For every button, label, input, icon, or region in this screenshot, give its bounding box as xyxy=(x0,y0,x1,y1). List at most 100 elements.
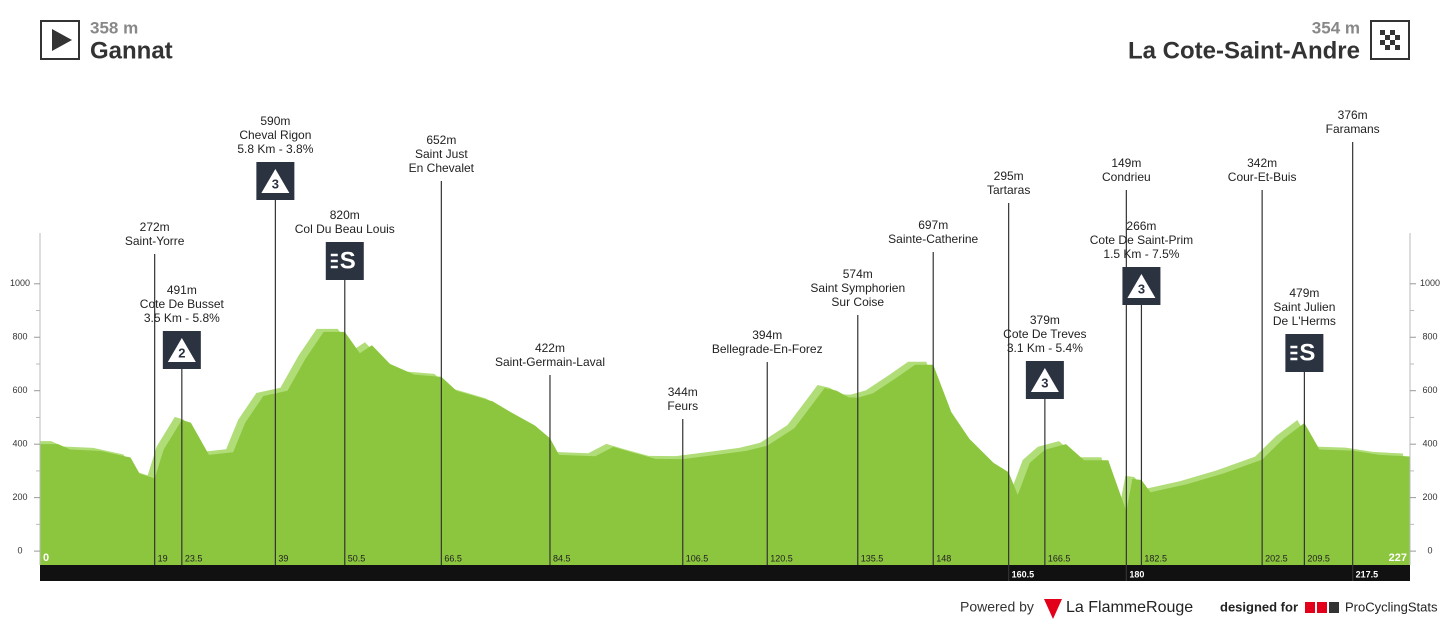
site: ProCyclingStats xyxy=(1345,599,1438,614)
finish-name: La Cote-Saint-Andre xyxy=(1128,37,1360,64)
marker-elevation: 376m xyxy=(1338,108,1368,122)
marker-elevation: 379m xyxy=(1030,313,1060,327)
marker-km: 19 xyxy=(158,553,168,563)
y-tick-label: 1000 xyxy=(1420,278,1440,288)
marker-elevation: 149m xyxy=(1111,156,1141,170)
marker-km: 160.5 xyxy=(1012,569,1035,579)
y-tick-label: 200 xyxy=(12,492,27,502)
climb-triangle xyxy=(261,169,290,193)
pcs-logo xyxy=(1305,602,1339,613)
marker-name: Saint Symphorien xyxy=(810,281,905,295)
profile-area xyxy=(40,331,1410,565)
marker-elevation: 652m xyxy=(426,133,456,147)
climb-triangle xyxy=(1030,368,1059,392)
marker-icon-label: 3 xyxy=(1041,375,1048,390)
y-tick-label: 800 xyxy=(12,332,27,342)
marker-name: Cote De Busset xyxy=(140,297,225,311)
marker-name: Faramans xyxy=(1326,122,1380,136)
y-tick-label: 0 xyxy=(1427,545,1432,555)
marker-name: Feurs xyxy=(667,399,698,413)
marker-km: 135.5 xyxy=(861,553,884,563)
marker-elevation: 266m xyxy=(1126,219,1156,233)
start-elevation: 358 m xyxy=(90,18,138,37)
marker-name: Tartaras xyxy=(987,183,1030,197)
marker-elevation: 344m xyxy=(668,385,698,399)
marker-elevation: 479m xyxy=(1289,286,1319,300)
marker-elevation: 272m xyxy=(140,220,170,234)
marker-km: 209.5 xyxy=(1307,553,1330,563)
start-icon xyxy=(40,20,80,60)
marker-name: Cheval Rigon xyxy=(239,128,311,142)
marker-km: 120.5 xyxy=(770,553,793,563)
marker-elevation: 394m xyxy=(752,328,782,342)
marker-icon-label: 2 xyxy=(178,345,185,360)
marker-name: Condrieu xyxy=(1102,170,1151,184)
finish-elevation: 354 m xyxy=(1312,18,1360,37)
marker-name: Saint Just xyxy=(415,147,468,161)
marker-name: Bellegrade-En-Forez xyxy=(712,342,823,356)
marker-km: 106.5 xyxy=(686,553,709,563)
marker-name: 5.8 Km - 3.8% xyxy=(237,142,313,156)
marker-name: Cote De Treves xyxy=(1003,327,1086,341)
flamme-logo xyxy=(1044,599,1062,619)
y-tick-label: 200 xyxy=(1422,492,1437,502)
marker-km: 202.5 xyxy=(1265,553,1288,563)
start-name: Gannat xyxy=(90,37,173,64)
marker-elevation: 820m xyxy=(330,208,360,222)
powered-by: Powered by xyxy=(960,599,1034,615)
marker-name: Sainte-Catherine xyxy=(888,232,978,246)
y-tick-label: 0 xyxy=(17,545,22,555)
marker-km: 66.5 xyxy=(444,553,462,563)
marker-elevation: 422m xyxy=(535,341,565,355)
start-arrow xyxy=(52,29,72,51)
marker-elevation: 574m xyxy=(843,267,873,281)
y-tick-label: 400 xyxy=(12,439,27,449)
marker-name: Saint-Germain-Laval xyxy=(495,355,605,369)
marker-km: 180 xyxy=(1129,569,1144,579)
finish-km: 227 xyxy=(1389,552,1407,564)
marker-name: Sur Coise xyxy=(831,295,884,309)
marker-name: Cote De Saint-Prim xyxy=(1090,233,1193,247)
marker-icon-label: 3 xyxy=(272,176,279,191)
marker-km: 23.5 xyxy=(185,553,203,563)
marker-elevation: 697m xyxy=(918,218,948,232)
climb-triangle xyxy=(1127,274,1156,298)
climb-triangle xyxy=(167,338,196,362)
marker-km: 84.5 xyxy=(553,553,571,563)
y-tick-label: 600 xyxy=(12,385,27,395)
y-tick-label: 600 xyxy=(1422,385,1437,395)
marker-km: 217.5 xyxy=(1356,569,1379,579)
marker-name: Col Du Beau Louis xyxy=(295,222,395,236)
marker-icon-label: S xyxy=(340,247,356,274)
marker-name: 1.5 Km - 7.5% xyxy=(1103,247,1179,261)
marker-name: En Chevalet xyxy=(409,161,475,175)
checkered-flag xyxy=(1380,30,1400,50)
km-band xyxy=(40,565,1410,581)
marker-km: 166.5 xyxy=(1048,553,1071,563)
marker-icon-label: 3 xyxy=(1138,281,1145,296)
marker-name: Cour-Et-Buis xyxy=(1228,170,1297,184)
marker-km: 148 xyxy=(936,553,951,563)
marker-km: 50.5 xyxy=(348,553,366,563)
marker-elevation: 295m xyxy=(994,169,1024,183)
marker-name: 3.5 Km - 5.8% xyxy=(144,311,220,325)
start-km: 0 xyxy=(43,552,49,564)
brand: La FlammeRouge xyxy=(1066,599,1193,616)
y-tick-label: 800 xyxy=(1422,332,1437,342)
marker-elevation: 491m xyxy=(167,283,197,297)
marker-km: 39 xyxy=(278,553,288,563)
y-tick-label: 1000 xyxy=(10,278,30,288)
marker-name: 3.1 Km - 5.4% xyxy=(1007,341,1083,355)
y-tick-label: 400 xyxy=(1422,439,1437,449)
marker-name: Saint-Yorre xyxy=(125,234,185,248)
designed-for: designed for xyxy=(1220,599,1298,614)
marker-elevation: 342m xyxy=(1247,156,1277,170)
marker-name: Saint Julien xyxy=(1273,300,1335,314)
marker-name: De L'Herms xyxy=(1273,314,1336,328)
marker-km: 182.5 xyxy=(1144,553,1167,563)
marker-icon-label: S xyxy=(1299,339,1315,366)
marker-elevation: 590m xyxy=(260,114,290,128)
mask-left xyxy=(0,233,40,565)
